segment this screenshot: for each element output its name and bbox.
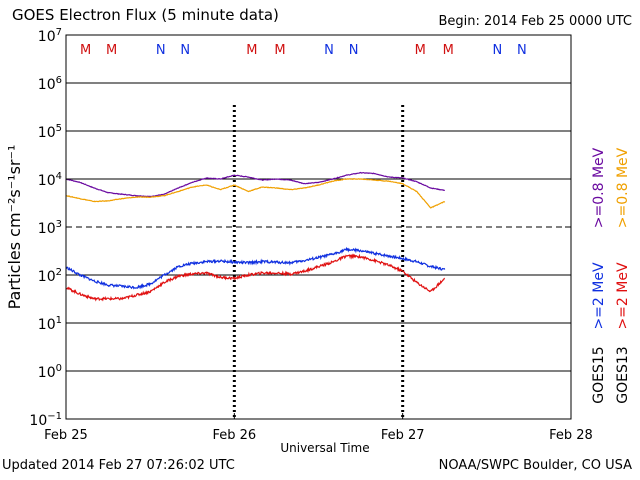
y-tick-label: 104 [38, 171, 62, 189]
chart-title: GOES Electron Flux (5 minute data) [12, 6, 279, 24]
moon-marker-n: N [324, 43, 334, 58]
series-line [65, 178, 446, 209]
series-line [66, 253, 445, 302]
legend-satellite: GOES13 [615, 346, 631, 403]
credit-text: NOAA/SWPC Boulder, CO USA [438, 458, 632, 473]
series-line [65, 171, 445, 198]
y-tick-label: 106 [38, 75, 62, 93]
moon-marker-n: N [492, 43, 502, 58]
y-tick-label: 10−1 [29, 411, 62, 429]
x-tick-label: Feb 26 [212, 428, 256, 443]
legend-label: >=2 MeV [615, 262, 631, 330]
x-tick-label: Feb 25 [44, 428, 88, 443]
legend-satellite: GOES15 [591, 346, 607, 403]
moon-marker-m: M [415, 43, 426, 58]
series-line [65, 246, 446, 290]
series-lines [65, 171, 446, 302]
moon-marker-n: N [349, 43, 359, 58]
legend-label: >=2 MeV [591, 262, 607, 330]
legend-label: >=0.8 MeV [591, 147, 607, 228]
x-tick-label: Feb 27 [381, 428, 425, 443]
y-tick-label: 102 [38, 267, 62, 285]
moon-marker-m: M [246, 43, 257, 58]
y-tick-label: 100 [38, 363, 62, 381]
moon-marker-m: M [274, 43, 285, 58]
legend: >=0.8 MeV >=0.8 MeV >=2 MeV >=2 MeV GOES15 GO… [591, 147, 631, 403]
x-axis-label: Universal Time [280, 441, 370, 455]
moon-marker-m: M [106, 43, 117, 58]
x-tick-label: Feb 28 [549, 428, 593, 443]
moon-marker-m: M [80, 43, 91, 58]
moon-marker-m: M [443, 43, 454, 58]
y-axis-label-group: Particles cm⁻²s⁻¹sr⁻¹ [5, 145, 24, 310]
moon-marker-n: N [517, 43, 527, 58]
y-tick-label: 101 [38, 315, 62, 333]
y-tick-labels: 107 106 105 104 103 102 101 100 10−1 [29, 27, 571, 429]
y-tick-label: 105 [38, 123, 62, 141]
updated-timestamp: Updated 2014 Feb 27 07:26:02 UTC [2, 458, 235, 473]
y-axis-label: Particles cm⁻²s⁻¹sr⁻¹ [5, 145, 24, 310]
begin-time: Begin: 2014 Feb 25 0000 UTC [438, 14, 632, 29]
moon-marker-n: N [180, 43, 190, 58]
y-tick-label: 107 [38, 27, 62, 45]
x-tick-labels: Feb 25 Feb 26 Feb 27 Feb 28 [44, 413, 593, 443]
legend-label: >=0.8 MeV [615, 147, 631, 228]
grid-lines [66, 82, 571, 372]
moon-marker-n: N [156, 43, 166, 58]
y-tick-label: 103 [38, 219, 62, 237]
